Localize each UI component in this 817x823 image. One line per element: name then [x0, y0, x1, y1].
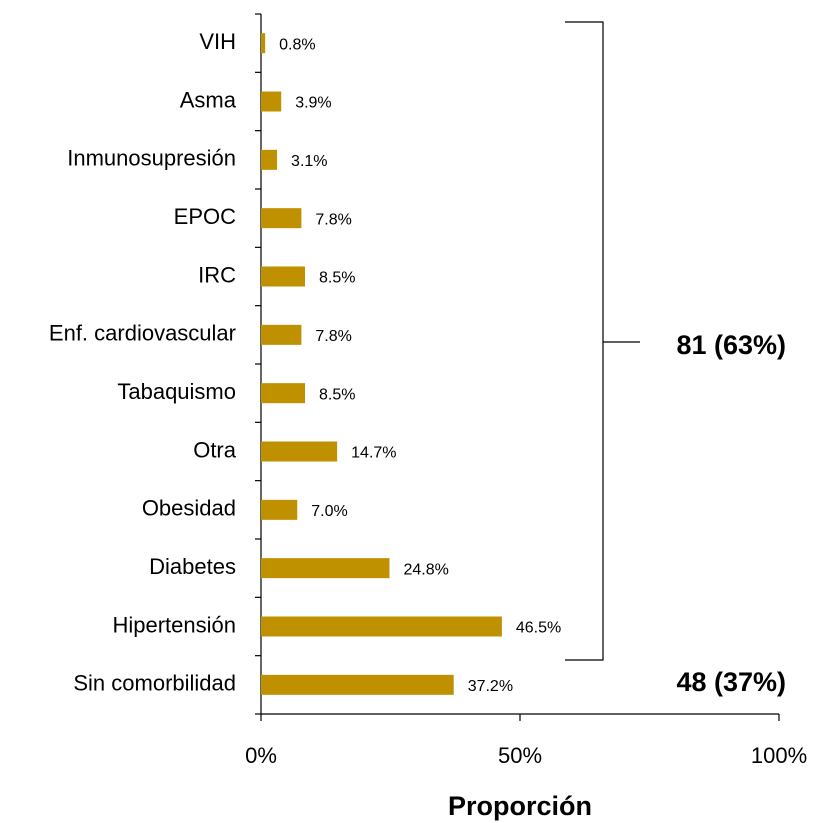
x-tick-label: 0%	[245, 743, 277, 768]
annotation: 48 (37%)	[676, 667, 786, 697]
value-label: 14.7%	[351, 445, 396, 462]
category-label: Asma	[180, 87, 237, 112]
category-label: Otra	[193, 437, 237, 462]
bar	[261, 324, 302, 345]
bar	[261, 441, 338, 462]
annotation: 81 (63%)	[676, 330, 786, 360]
category-label: Obesidad	[142, 496, 236, 521]
value-label: 8.5%	[319, 386, 355, 403]
value-label: 7.8%	[315, 328, 351, 345]
x-axis-title: Proporción	[448, 791, 592, 821]
category-label: Hipertensión	[112, 612, 236, 637]
bar	[261, 383, 306, 404]
bar	[261, 558, 390, 579]
category-label: Enf. cardiovascular	[49, 321, 236, 346]
value-label: 24.8%	[403, 561, 448, 578]
value-label: 46.5%	[516, 620, 561, 637]
bar	[261, 499, 298, 520]
bar	[261, 674, 454, 695]
x-tick-label: 50%	[498, 743, 542, 768]
category-label: Inmunosupresión	[67, 146, 236, 171]
value-label: 0.8%	[279, 36, 315, 53]
category-label: Tabaquismo	[117, 379, 236, 404]
bar	[261, 149, 278, 170]
bar	[261, 616, 502, 637]
bar	[261, 208, 302, 229]
category-label: Sin comorbilidad	[73, 671, 236, 696]
value-label: 7.8%	[315, 211, 351, 228]
category-label: IRC	[198, 262, 236, 287]
bar	[261, 33, 266, 54]
value-label: 3.9%	[295, 95, 331, 112]
category-label: EPOC	[174, 204, 236, 229]
bar	[261, 91, 282, 112]
category-label: Diabetes	[149, 554, 236, 579]
value-label: 37.2%	[468, 678, 513, 695]
value-label: 8.5%	[319, 270, 355, 287]
value-label: 3.1%	[291, 153, 327, 170]
category-label: VIH	[199, 29, 236, 54]
value-label: 7.0%	[311, 503, 347, 520]
bar	[261, 266, 306, 287]
bracket	[565, 21, 640, 661]
x-tick-label: 100%	[751, 743, 807, 768]
